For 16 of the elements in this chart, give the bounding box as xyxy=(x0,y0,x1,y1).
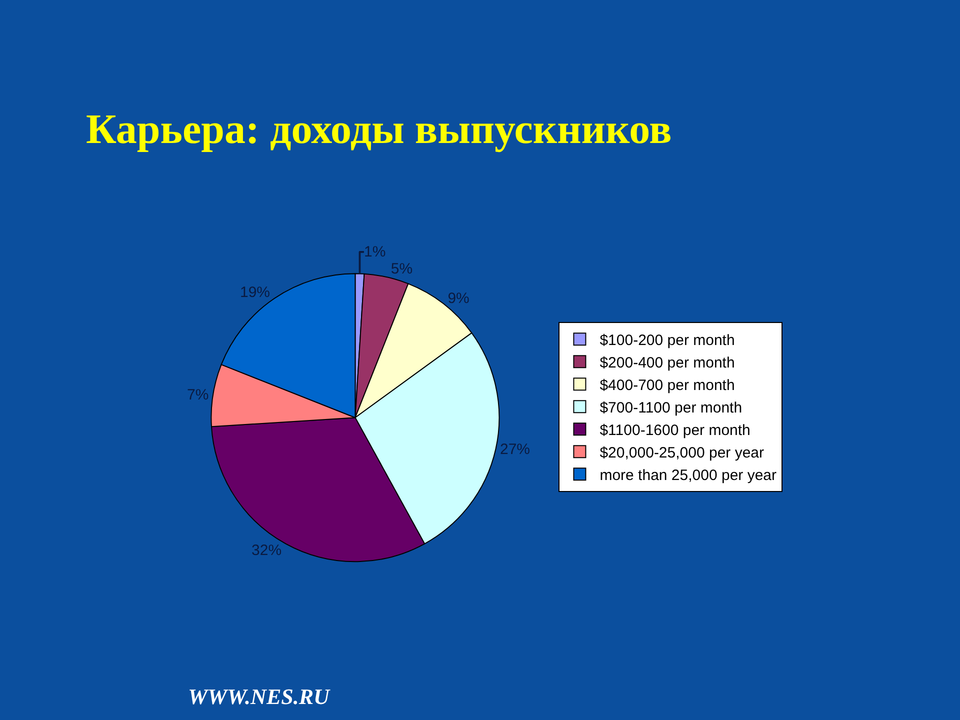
data-label: 19% xyxy=(240,284,270,302)
chart-title: Карьера: доходы выпускников xyxy=(86,107,672,153)
legend-label: $400-700 per month xyxy=(600,376,735,394)
data-label: 9% xyxy=(448,290,470,308)
data-label: 27% xyxy=(500,440,530,458)
legend-label: $100-200 per month xyxy=(600,332,735,349)
data-label: 1% xyxy=(364,243,386,260)
data-label: 32% xyxy=(252,542,282,559)
legend-label: more than 25,000 per year xyxy=(600,466,776,484)
data-label: 5% xyxy=(390,260,413,278)
text: WWW.NES.RU xyxy=(188,684,331,709)
legend-label: $20,000-25,000 per year xyxy=(600,444,764,462)
legend-label: $700-1100 per month xyxy=(600,399,742,416)
legend-label: $1100-1600 per month xyxy=(600,422,750,439)
data-label: 7% xyxy=(187,386,209,404)
legend-label: $200-400 per month xyxy=(600,354,735,372)
